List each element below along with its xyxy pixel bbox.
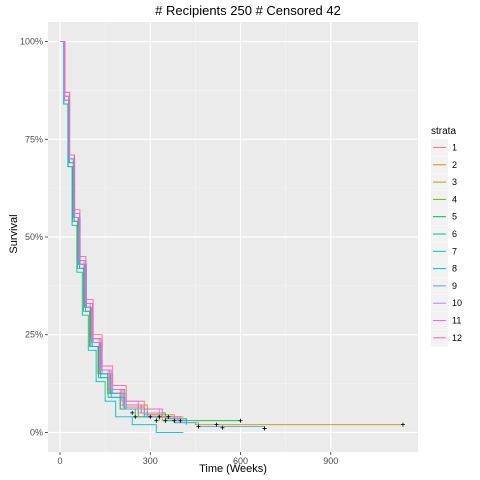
- y-axis-title: Survival: [8, 214, 20, 253]
- censor-mark-1: [130, 410, 135, 415]
- legend-label-1: 1: [452, 143, 457, 153]
- censor-mark-1: [172, 418, 177, 423]
- x-axis-title: Time (Weeks): [199, 463, 267, 475]
- series-line-10: [60, 41, 178, 421]
- curves: [60, 41, 405, 433]
- censor-mark-5: [238, 418, 243, 423]
- series-line-8: [60, 41, 187, 425]
- chart-title: # Recipients 250 # Censored 42: [155, 3, 341, 18]
- y-axis: 0% 25% 50% 75% 100%: [20, 37, 48, 437]
- plot-panel: [48, 22, 418, 452]
- y-tick-label: 75%: [25, 134, 43, 144]
- legend-label-3: 3: [452, 177, 457, 187]
- x-tick-label: 0: [58, 456, 63, 466]
- censor-mark-9: [262, 426, 267, 431]
- x-tick-label: 900: [323, 456, 338, 466]
- legend-label-5: 5: [452, 212, 457, 222]
- legend-label-11: 11: [452, 316, 461, 326]
- censor-mark-8: [163, 418, 168, 423]
- legend-label-12: 12: [452, 333, 462, 343]
- legend-label-7: 7: [452, 246, 457, 256]
- censor-mark-4: [133, 414, 138, 419]
- y-tick-label: 100%: [20, 37, 43, 47]
- legend-label-8: 8: [452, 264, 457, 274]
- censor-mark-2: [148, 414, 153, 419]
- legend-label-9: 9: [452, 281, 457, 291]
- x-tick-label: 300: [143, 456, 158, 466]
- y-tick-label: 0%: [30, 427, 43, 437]
- legend-label-2: 2: [452, 160, 457, 170]
- censor-mark-6: [154, 418, 159, 423]
- x-axis: 0 300 600 900: [58, 452, 338, 466]
- censor-mark-9: [220, 425, 225, 430]
- censor-mark-3: [214, 422, 219, 427]
- censor-mark-10: [157, 414, 162, 419]
- censor-mark-9: [196, 424, 201, 429]
- legend-title: strata: [431, 126, 456, 137]
- y-tick-label: 50%: [25, 232, 43, 242]
- x-tick-label: 600: [233, 456, 248, 466]
- legend-label-10: 10: [452, 298, 462, 308]
- series-line-7: [60, 41, 184, 433]
- censor-mark-3: [400, 422, 405, 427]
- censor-mark-12: [166, 414, 171, 419]
- legend-label-4: 4: [452, 194, 457, 204]
- legend-label-6: 6: [452, 229, 457, 239]
- censor-mark-11: [178, 418, 183, 423]
- y-tick-label: 25%: [25, 330, 43, 340]
- series-line-12: [60, 41, 184, 418]
